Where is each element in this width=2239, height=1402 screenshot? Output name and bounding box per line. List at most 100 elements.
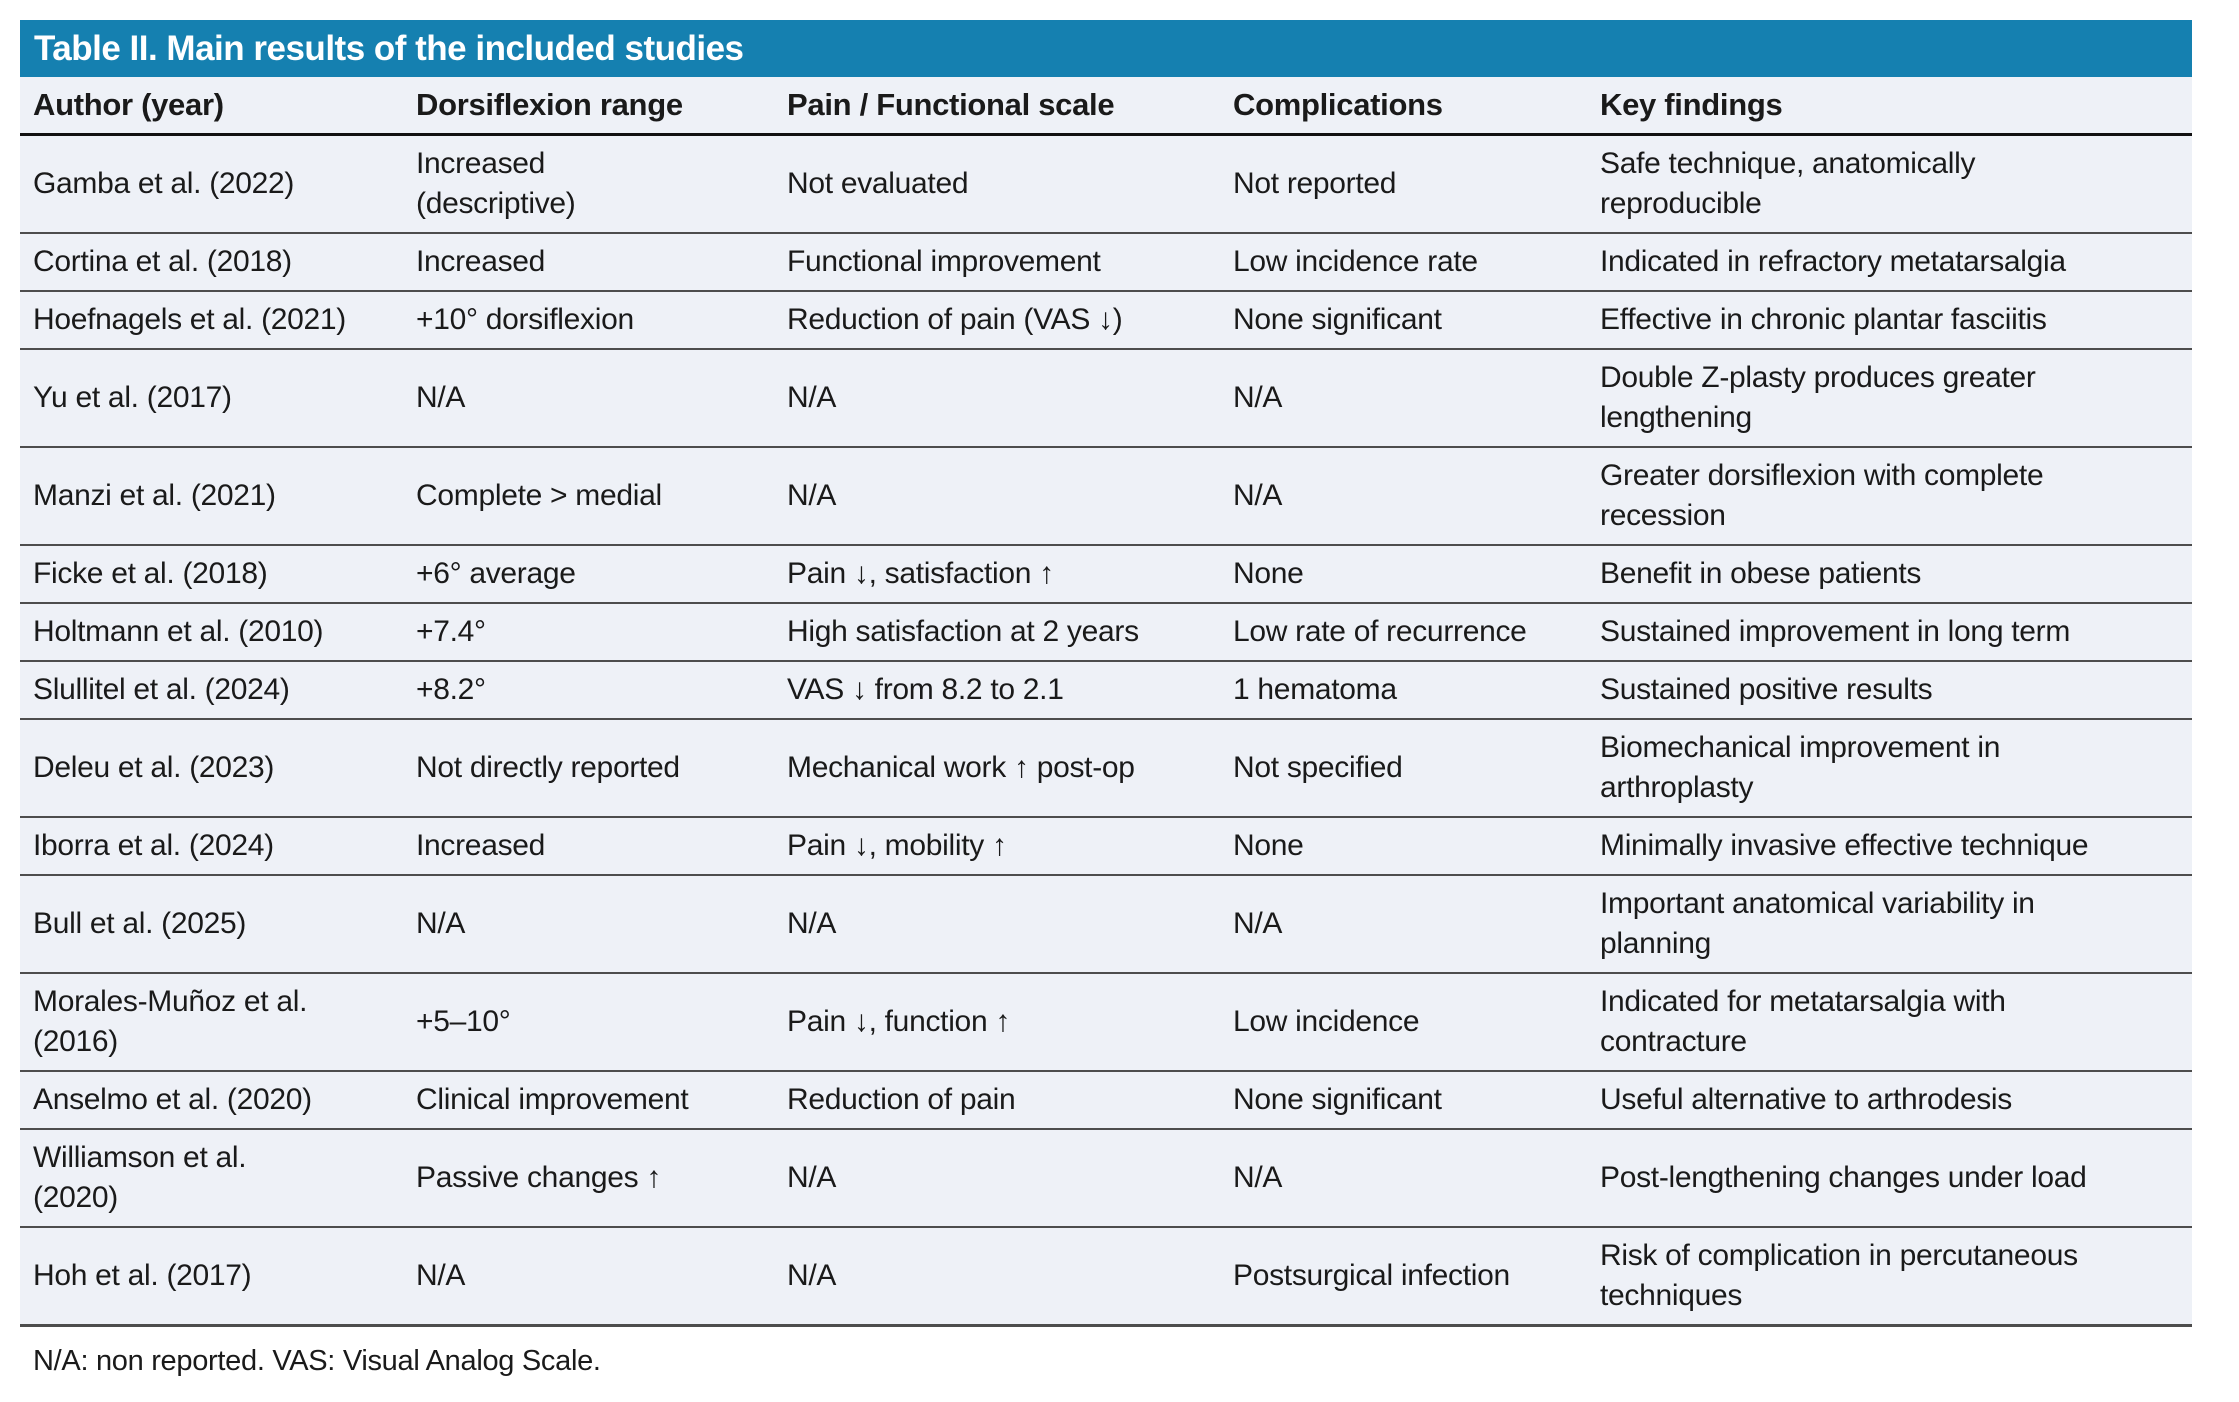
cell-dorsiflexion: +6° average (403, 545, 774, 604)
cell-complications: Postsurgical infection (1220, 1227, 1587, 1327)
cell-pain: Not evaluated (774, 134, 1220, 234)
cell-complications: N/A (1220, 875, 1587, 974)
table-row: Deleu et al. (2023) Not directly reported… (20, 719, 2192, 818)
cell-key_findings: Important anatomical variability in plan… (1587, 875, 2192, 974)
cell-pain: Pain ↓, satisfaction ↑ (774, 545, 1220, 604)
cell-author: Bull et al. (2025) (20, 875, 403, 974)
cell-dorsiflexion: Passive changes ↑ (403, 1129, 774, 1228)
cell-author: Yu et al. (2017) (20, 349, 403, 448)
cell-pain: Reduction of pain (774, 1071, 1220, 1130)
table-row: Iborra et al. (2024) Increased Pain ↓, mob… (20, 817, 2192, 876)
cell-complications: 1 hematoma (1220, 661, 1587, 720)
table-row: Yu et al. (2017) N/A N/A N/A Double Z-plasty… (20, 349, 2192, 448)
cell-complications: Not reported (1220, 134, 1587, 234)
cell-dorsiflexion: +5–10° (403, 973, 774, 1072)
cell-key_findings: Useful alternative to arthrodesis (1587, 1071, 2192, 1130)
cell-author: Slullitel et al. (2024) (20, 661, 403, 720)
table-header: Author (year) Dorsiflexion range Pain / Fu… (20, 77, 2192, 136)
results-table: Author (year) Dorsiflexion range Pain / Fu… (20, 77, 2192, 1327)
cell-complications: Low incidence rate (1220, 233, 1587, 292)
cell-key_findings: Indicated in refractory metatarsalgia (1587, 233, 2192, 292)
table-row: Anselmo et al. (2020) Clinical improvemen… (20, 1071, 2192, 1130)
table-title: Table II. Main results of the included s… (34, 28, 744, 68)
cell-complications: N/A (1220, 349, 1587, 448)
cell-author: Holtmann et al. (2010) (20, 603, 403, 662)
cell-complications: Not specified (1220, 719, 1587, 818)
table-body: Gamba et al. (2022) Increased (descriptiv… (20, 134, 2192, 1327)
table-row: Morales-Muñoz et al. (2016) +5–10° Pain ↓,… (20, 973, 2192, 1072)
table-row: Williamson et al. (2020) Passive changes … (20, 1129, 2192, 1228)
cell-dorsiflexion: Complete > medial (403, 447, 774, 546)
cell-pain: Reduction of pain (VAS ↓) (774, 291, 1220, 350)
cell-complications: Low rate of recurrence (1220, 603, 1587, 662)
cell-key_findings: Double Z-plasty produces greater lengthe… (1587, 349, 2192, 448)
cell-author: Hoefnagels et al. (2021) (20, 291, 403, 350)
cell-pain: VAS ↓ from 8.2 to 2.1 (774, 661, 1220, 720)
cell-complications: None (1220, 817, 1587, 876)
cell-dorsiflexion: +10° dorsiflexion (403, 291, 774, 350)
cell-key_findings: Effective in chronic plantar fasciitis (1587, 291, 2192, 350)
table-row: Hoefnagels et al. (2021) +10° dorsiflexio… (20, 291, 2192, 350)
table-row: Hoh et al. (2017) N/A N/A Postsurgical infe… (20, 1227, 2192, 1327)
cell-pain: Pain ↓, function ↑ (774, 973, 1220, 1072)
cell-key_findings: Greater dorsiflexion with complete reces… (1587, 447, 2192, 546)
cell-key_findings: Minimally invasive effective technique (1587, 817, 2192, 876)
cell-author: Iborra et al. (2024) (20, 817, 403, 876)
cell-author: Anselmo et al. (2020) (20, 1071, 403, 1130)
cell-complications: Low incidence (1220, 973, 1587, 1072)
table-row: Bull et al. (2025) N/A N/A N/A Important ana… (20, 875, 2192, 974)
table-row: Manzi et al. (2021) Complete > medial N/A N… (20, 447, 2192, 546)
table-footnote: N/A: non reported. VAS: Visual Analog Sc… (33, 1345, 601, 1377)
cell-pain: Mechanical work ↑ post-op (774, 719, 1220, 818)
table-header-row: Author (year) Dorsiflexion range Pain / Fu… (20, 77, 2192, 136)
column-header-pain: Pain / Functional scale (774, 77, 1220, 136)
cell-dorsiflexion: Clinical improvement (403, 1071, 774, 1130)
cell-complications: None (1220, 545, 1587, 604)
table-row: Slullitel et al. (2024) +8.2° VAS ↓ from 8… (20, 661, 2192, 720)
cell-key_findings: Biomechanical improvement in arthroplast… (1587, 719, 2192, 818)
cell-author: Williamson et al. (2020) (20, 1129, 403, 1228)
table-row: Holtmann et al. (2010) +7.4° High satisfac… (20, 603, 2192, 662)
cell-dorsiflexion: Increased (403, 817, 774, 876)
cell-key_findings: Benefit in obese patients (1587, 545, 2192, 604)
cell-author: Cortina et al. (2018) (20, 233, 403, 292)
cell-complications: None significant (1220, 1071, 1587, 1130)
column-header-complications: Complications (1220, 77, 1587, 136)
column-header-key_findings: Key findings (1587, 77, 2192, 136)
cell-dorsiflexion: +8.2° (403, 661, 774, 720)
cell-dorsiflexion: Increased (403, 233, 774, 292)
cell-author: Deleu et al. (2023) (20, 719, 403, 818)
cell-pain: N/A (774, 1129, 1220, 1228)
cell-key_findings: Sustained positive results (1587, 661, 2192, 720)
table-row: Ficke et al. (2018) +6° average Pain ↓, sa… (20, 545, 2192, 604)
cell-pain: N/A (774, 447, 1220, 546)
column-header-author: Author (year) (20, 77, 403, 136)
table-title-bar: Table II. Main results of the included s… (20, 20, 2192, 77)
cell-pain: N/A (774, 875, 1220, 974)
cell-pain: Pain ↓, mobility ↑ (774, 817, 1220, 876)
cell-pain: N/A (774, 1227, 1220, 1327)
cell-dorsiflexion: N/A (403, 1227, 774, 1327)
cell-complications: N/A (1220, 1129, 1587, 1228)
cell-author: Gamba et al. (2022) (20, 134, 403, 234)
cell-key_findings: Post-lengthening changes under load (1587, 1129, 2192, 1228)
cell-pain: Functional improvement (774, 233, 1220, 292)
cell-key_findings: Indicated for metatarsalgia with contrac… (1587, 973, 2192, 1072)
column-header-dorsiflexion: Dorsiflexion range (403, 77, 774, 136)
cell-author: Hoh et al. (2017) (20, 1227, 403, 1327)
cell-dorsiflexion: +7.4° (403, 603, 774, 662)
table-row: Cortina et al. (2018) Increased Functional… (20, 233, 2192, 292)
cell-key_findings: Risk of complication in percutaneous tec… (1587, 1227, 2192, 1327)
cell-key_findings: Sustained improvement in long term (1587, 603, 2192, 662)
cell-key_findings: Safe technique, anatomically reproducibl… (1587, 134, 2192, 234)
cell-dorsiflexion: N/A (403, 875, 774, 974)
cell-author: Ficke et al. (2018) (20, 545, 403, 604)
cell-dorsiflexion: N/A (403, 349, 774, 448)
results-table-card: Table II. Main results of the included s… (20, 20, 2192, 1378)
cell-author: Manzi et al. (2021) (20, 447, 403, 546)
cell-pain: High satisfaction at 2 years (774, 603, 1220, 662)
cell-dorsiflexion: Increased (descriptive) (403, 134, 774, 234)
cell-dorsiflexion: Not directly reported (403, 719, 774, 818)
cell-complications: None significant (1220, 291, 1587, 350)
